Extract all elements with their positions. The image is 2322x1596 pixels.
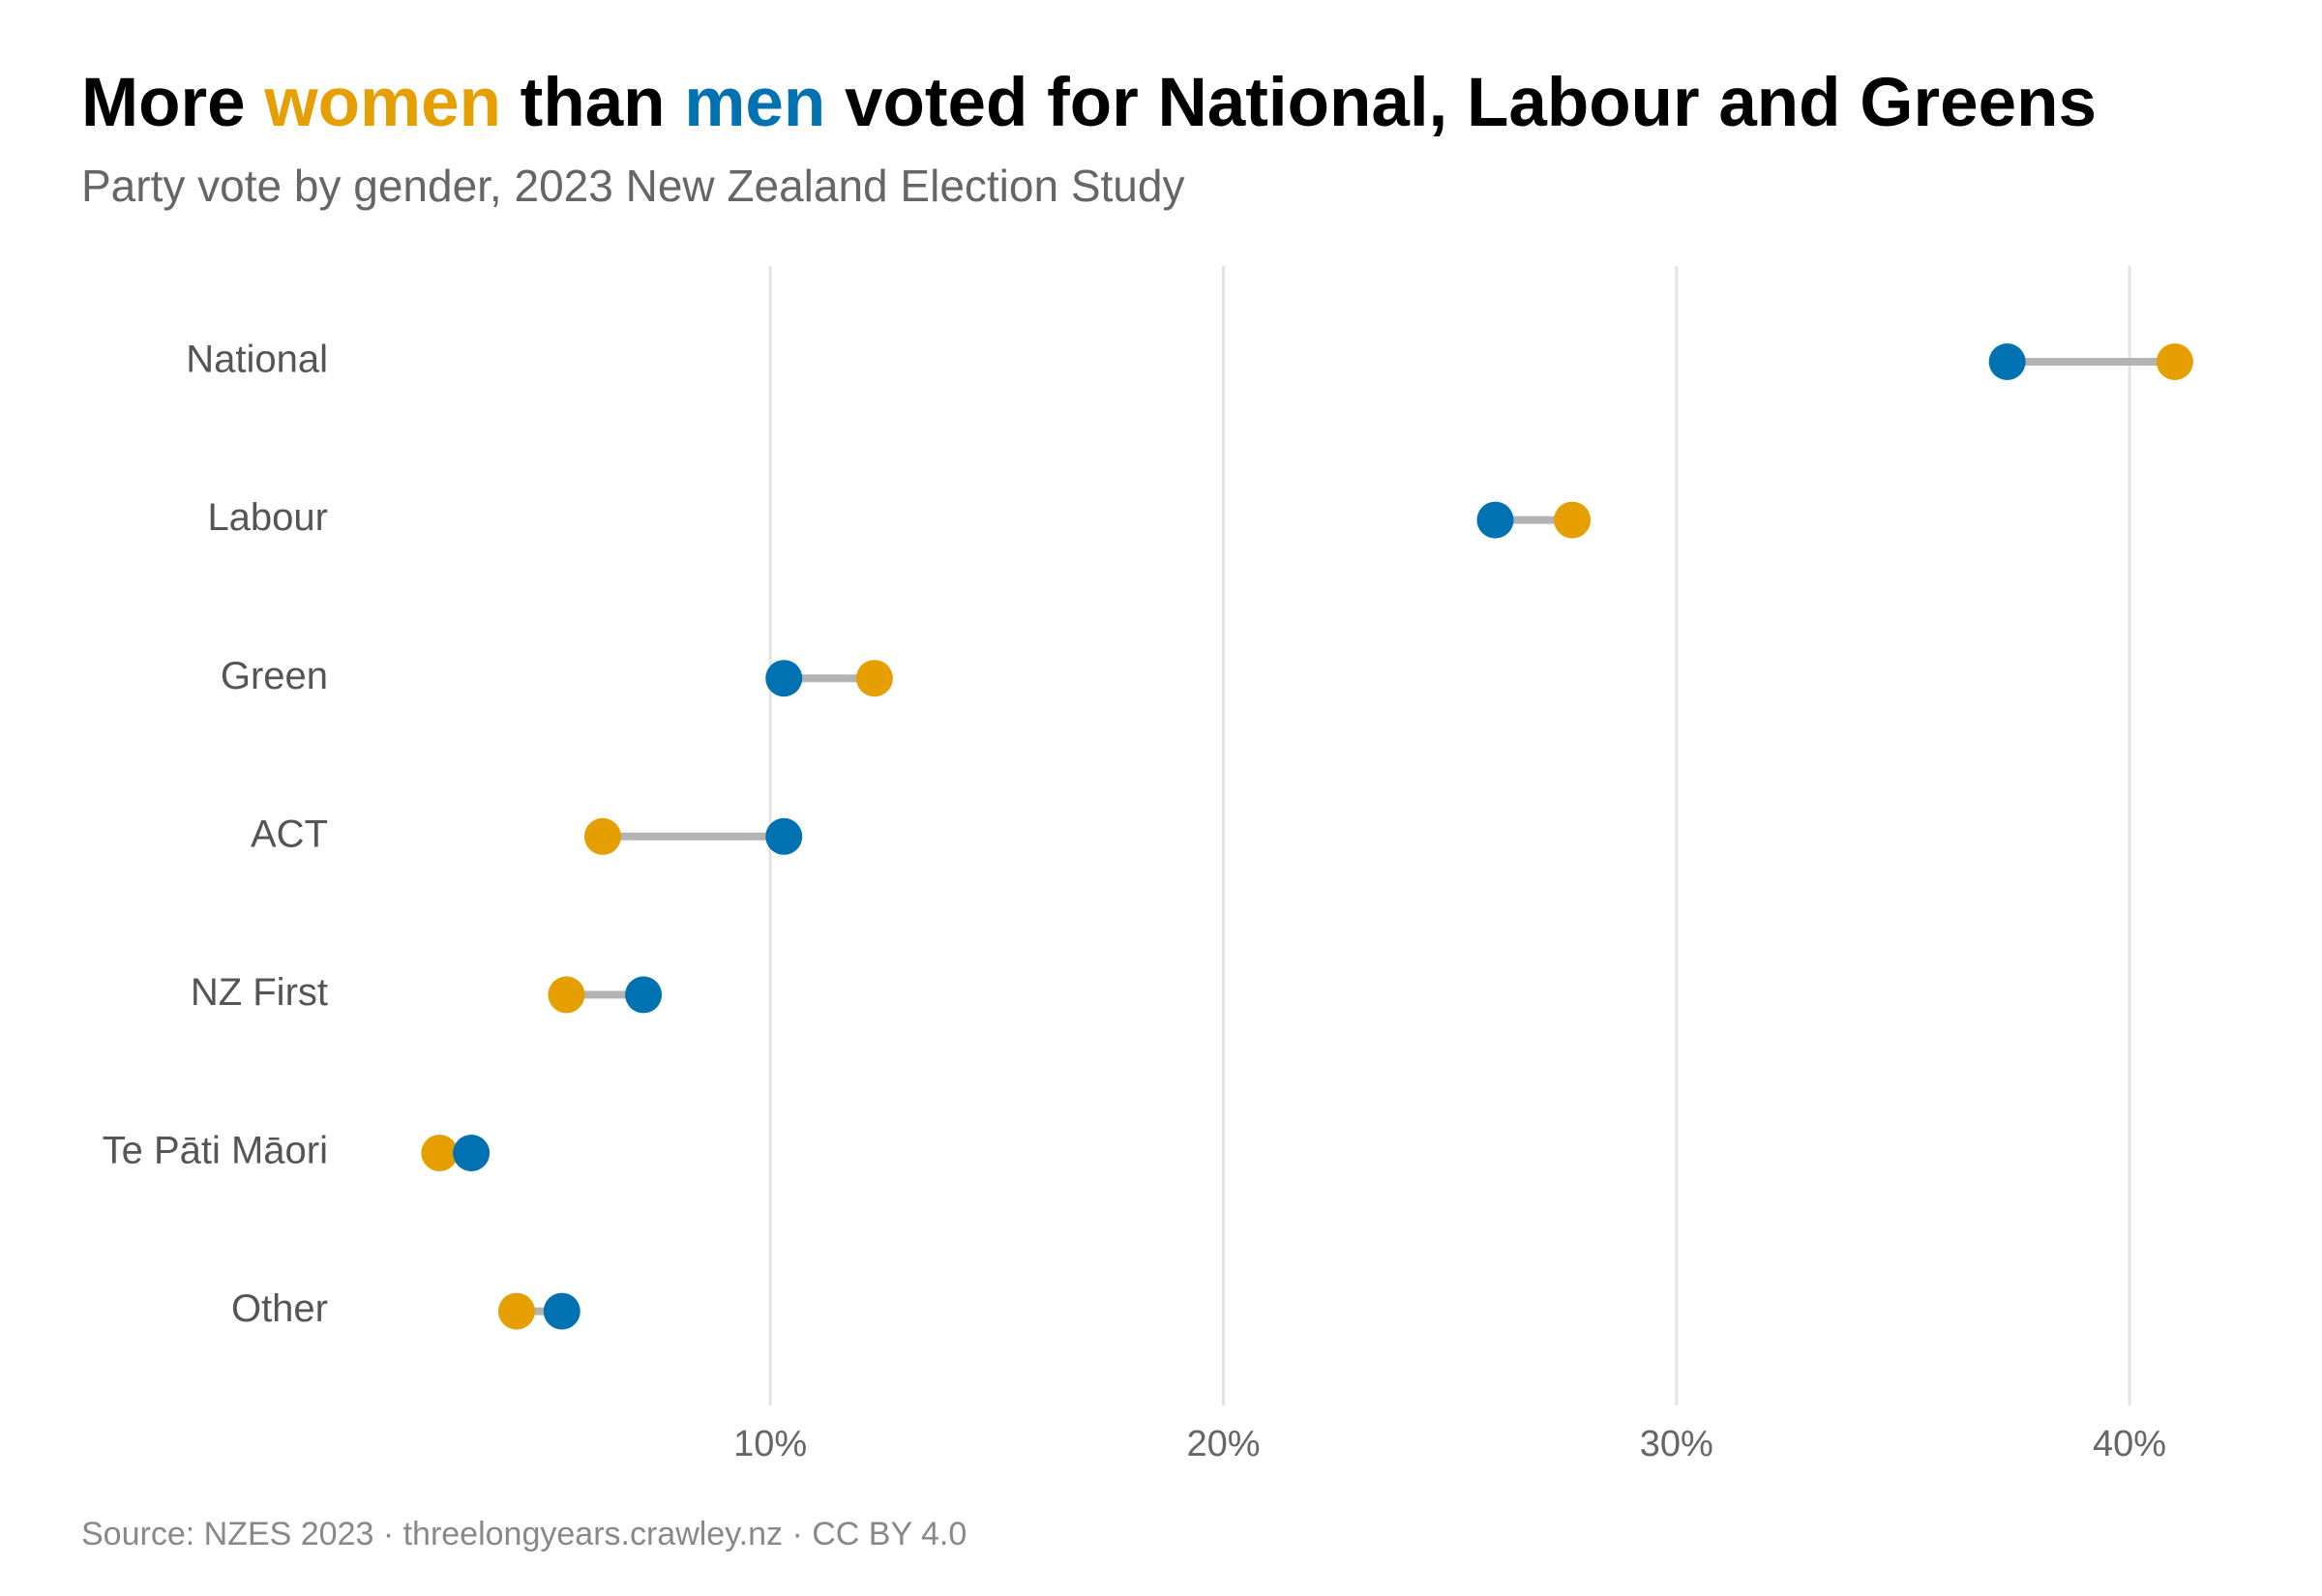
title-segment: men — [684, 65, 825, 141]
dot — [855, 660, 893, 697]
chart-subtitle: Party vote by gender, 2023 New Zealand E… — [81, 161, 1184, 211]
dot — [583, 817, 621, 855]
title-segment: than — [501, 65, 684, 141]
y-tick-label: Green — [221, 655, 328, 697]
y-tick-label: Labour — [207, 496, 328, 539]
title-segment: More — [81, 65, 264, 141]
dot — [1554, 501, 1592, 539]
dot — [765, 660, 803, 697]
dot — [497, 1292, 535, 1330]
dot — [548, 976, 585, 1014]
dot — [543, 1292, 580, 1330]
title-segment: women — [263, 65, 501, 141]
source-note: Source: NZES 2023 · threelongyears.crawl… — [81, 1516, 967, 1552]
dot — [421, 1135, 459, 1171]
dot — [453, 1135, 491, 1171]
y-tick-label: National — [186, 339, 328, 381]
x-tick-label: 10% — [733, 1424, 807, 1464]
dot — [1476, 501, 1514, 539]
dot — [765, 817, 803, 855]
dot — [2156, 343, 2193, 380]
y-tick-label: ACT — [251, 813, 328, 855]
x-tick-label: 20% — [1186, 1424, 1260, 1464]
x-tick-label: 40% — [2093, 1424, 2166, 1464]
y-tick-label: Te Pāti Māori — [103, 1130, 328, 1172]
dot — [625, 976, 663, 1014]
dot — [1988, 343, 2026, 380]
chart-title: More women than men voted for National, … — [81, 65, 2097, 141]
y-tick-label: NZ First — [191, 971, 328, 1014]
y-tick-label: Other — [231, 1287, 328, 1330]
title-segment: voted for National, Labour and Greens — [825, 65, 2097, 141]
x-tick-label: 30% — [1640, 1424, 1713, 1464]
